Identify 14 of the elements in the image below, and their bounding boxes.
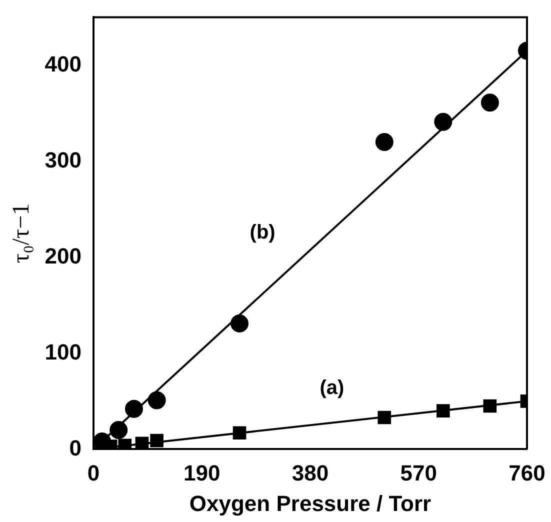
y-tick-label: 300 (44, 147, 82, 172)
annotation: (a) (320, 377, 344, 400)
y-axis-title: τ₀/τ−1 (8, 203, 35, 264)
annotation: (b) (250, 222, 276, 244)
x-tick-label: 190 (184, 460, 220, 486)
x-tick-label: 760 (508, 460, 546, 486)
y-tick-label: 200 (44, 243, 82, 268)
x-tick-label: 570 (400, 460, 437, 486)
x-tick-label: 380 (292, 460, 329, 486)
x-tick-label: 0 (87, 460, 100, 486)
y-tick-label: 0 (69, 435, 82, 460)
y-tick-label: 100 (44, 339, 82, 364)
y-tick-label: 400 (44, 51, 82, 76)
x-axis-title: Oxygen Pressure / Torr (189, 490, 432, 516)
